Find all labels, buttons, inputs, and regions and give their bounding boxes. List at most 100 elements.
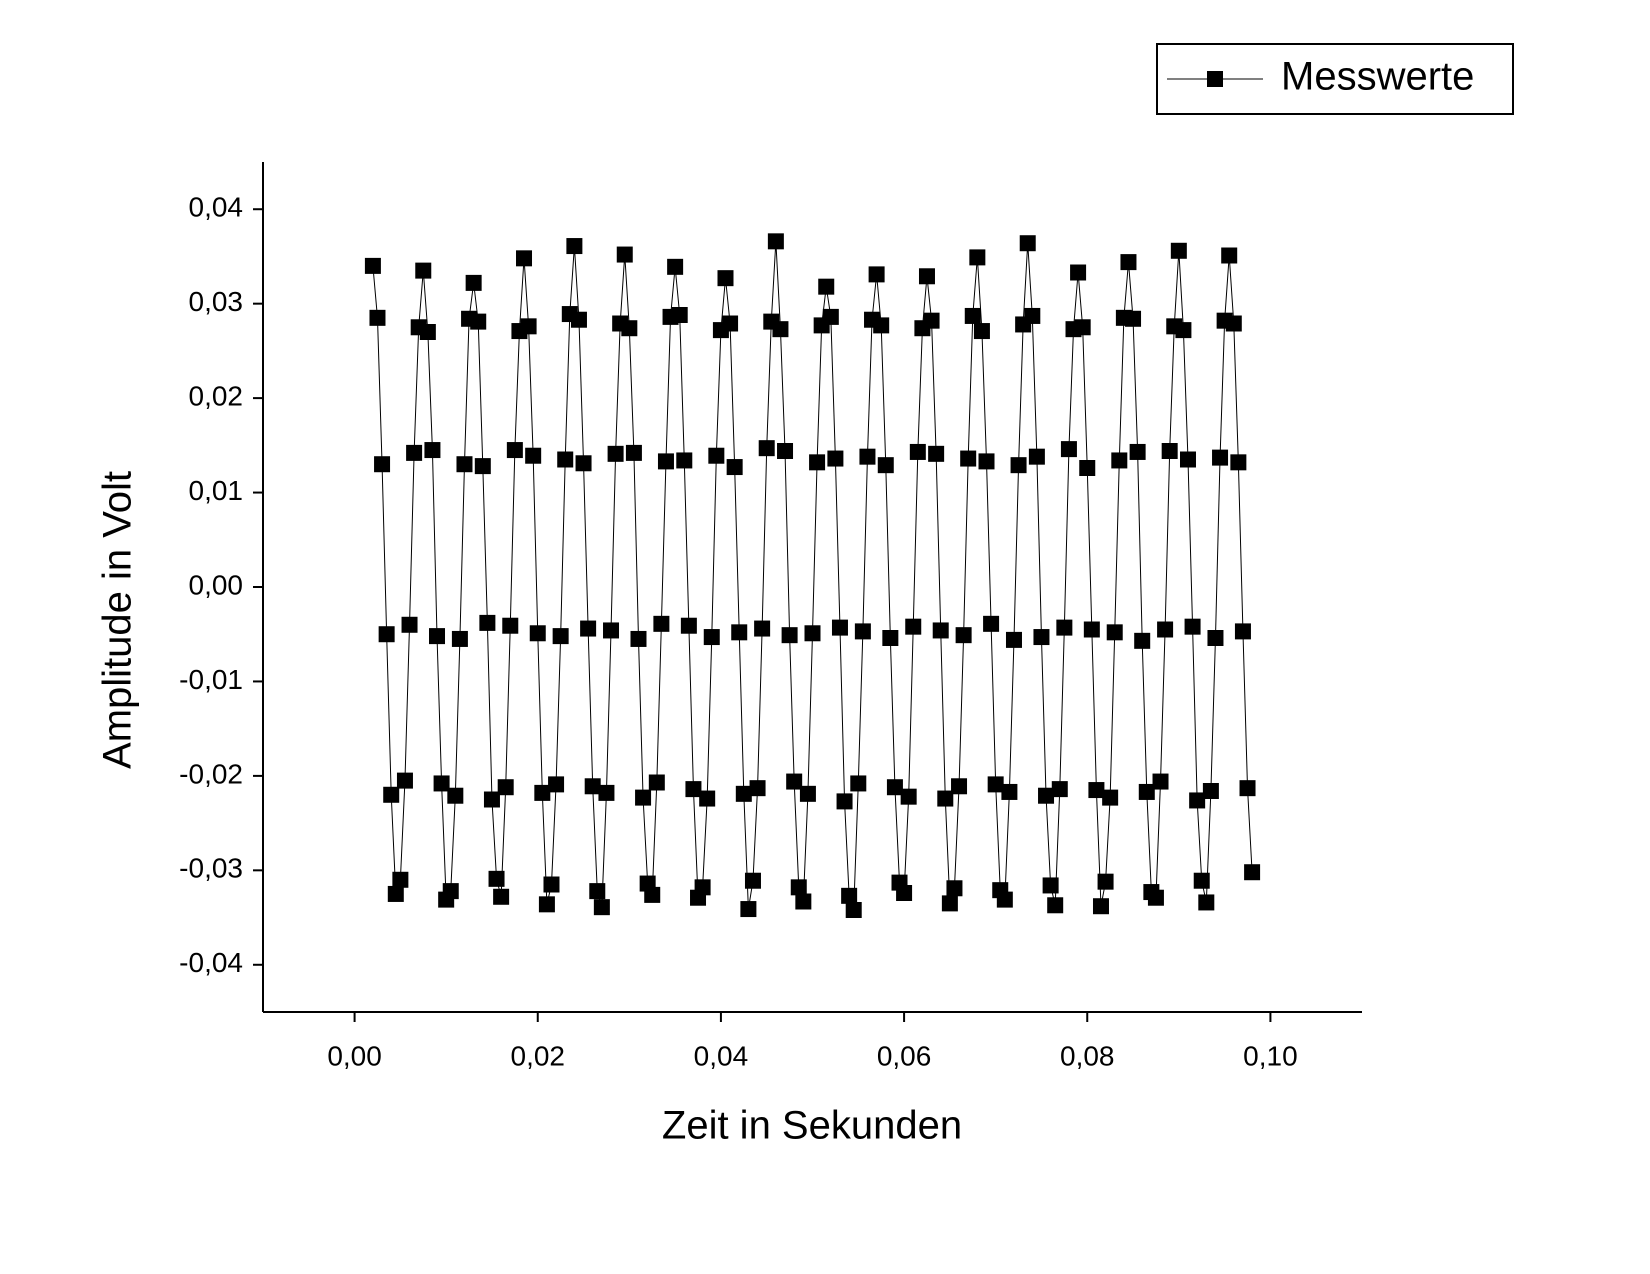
data-point: [831, 619, 848, 636]
data-point: [722, 315, 739, 332]
data-point: [1079, 460, 1096, 476]
data-point: [538, 896, 555, 913]
data-point: [795, 893, 812, 910]
data-point: [699, 790, 716, 807]
data-point: [1033, 629, 1050, 646]
data-point: [1056, 619, 1073, 636]
data-point: [488, 870, 505, 887]
data-point: [548, 776, 565, 793]
data-point: [900, 788, 917, 805]
data-point: [960, 450, 977, 467]
data-point: [364, 257, 381, 274]
data-point: [749, 780, 766, 797]
data-point: [1207, 630, 1224, 646]
data-point: [680, 617, 697, 634]
data-point: [493, 888, 510, 905]
data-point: [529, 625, 546, 642]
data-point: [575, 455, 592, 472]
data-point: [1120, 254, 1137, 271]
data-point: [1070, 264, 1087, 281]
data-point: [905, 618, 922, 635]
data-point: [822, 308, 839, 325]
y-tick-label: 0,04: [189, 192, 244, 223]
data-point: [502, 617, 519, 634]
y-tick-label: -0,01: [179, 664, 243, 695]
data-point: [580, 620, 597, 637]
data-point: [516, 250, 533, 267]
data-point: [1138, 783, 1155, 800]
data-point: [1019, 235, 1036, 252]
data-point: [566, 238, 583, 255]
data-point: [685, 781, 702, 798]
data-point: [451, 630, 468, 647]
data-point: [474, 458, 491, 475]
data-point: [882, 630, 899, 646]
data-point: [799, 785, 816, 802]
x-tick-label: 0,08: [1060, 1040, 1115, 1071]
y-tick-label: 0,03: [189, 286, 244, 317]
data-point: [1193, 872, 1210, 889]
data-point: [1092, 898, 1109, 915]
data-point: [598, 784, 615, 801]
data-point: [1170, 242, 1187, 259]
data-point: [735, 785, 752, 802]
data-point: [483, 791, 500, 808]
data-point: [1010, 457, 1027, 474]
data-point: [593, 899, 610, 916]
data-point: [1239, 780, 1256, 797]
data-point: [396, 772, 413, 789]
data-point: [731, 624, 748, 641]
data-point: [607, 445, 624, 462]
data-point: [923, 312, 940, 329]
data-point: [570, 311, 587, 328]
data-point: [1157, 621, 1174, 638]
data-point: [928, 445, 945, 462]
y-axis-label: Amplitude in Volt: [96, 471, 140, 769]
data-point: [951, 778, 968, 795]
legend: Messwerte: [1156, 43, 1514, 115]
data-point: [657, 453, 674, 470]
data-point: [804, 625, 821, 642]
data-point: [1202, 783, 1219, 799]
data-point: [758, 440, 775, 457]
data-point: [1028, 448, 1045, 465]
y-tick-label: 0,02: [189, 381, 244, 412]
y-tick-label: 0,01: [189, 475, 244, 506]
data-point: [406, 444, 423, 461]
data-point: [552, 628, 569, 645]
data-point: [429, 628, 446, 645]
data-point: [850, 775, 867, 792]
data-point: [708, 447, 725, 464]
data-point: [648, 774, 665, 791]
data-point: [1097, 873, 1114, 890]
data-point: [387, 885, 404, 902]
data-point: [932, 622, 949, 639]
data-point: [1001, 783, 1018, 800]
data-point: [909, 443, 926, 460]
x-tick-label: 0,00: [327, 1040, 382, 1071]
data-point: [955, 627, 972, 644]
data-point: [1230, 454, 1247, 471]
data-point: [983, 615, 1000, 632]
data-point: [1234, 623, 1251, 640]
y-tick-label: 0,00: [189, 569, 244, 600]
x-tick-label: 0,04: [694, 1040, 749, 1071]
data-point: [667, 258, 684, 275]
data-point: [1129, 443, 1146, 460]
x-axis-label: Zeit in Sekunden: [662, 1104, 962, 1148]
data-point: [419, 324, 436, 340]
data-point: [868, 266, 885, 283]
data-point: [630, 630, 647, 647]
data-point: [726, 459, 743, 476]
data-point: [603, 622, 620, 639]
data-point: [401, 616, 418, 633]
data-point: [644, 886, 661, 903]
data-point: [1102, 789, 1119, 806]
data-point: [1038, 787, 1055, 804]
data-point: [818, 278, 835, 295]
data-point: [415, 262, 432, 279]
data-point: [877, 457, 894, 474]
data-point: [946, 880, 963, 897]
